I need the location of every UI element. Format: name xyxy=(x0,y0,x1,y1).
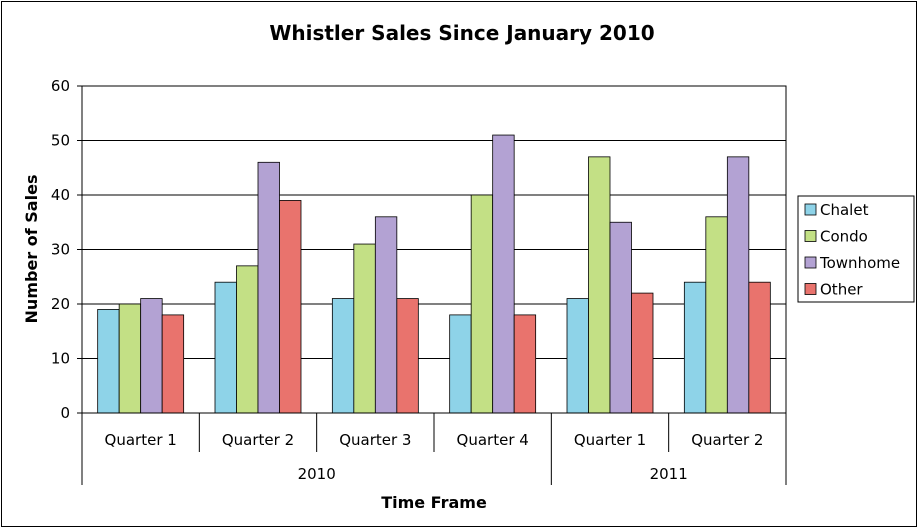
bar-townhome xyxy=(140,298,163,414)
legend-label: Townhome xyxy=(819,254,900,272)
bar-townhome xyxy=(609,221,632,414)
bar-condo xyxy=(588,156,611,414)
y-tick-label: 0 xyxy=(60,404,70,422)
bar-townhome xyxy=(726,156,750,414)
group-label: 2010 xyxy=(298,465,336,483)
axis-labels: 0 10 20 30 40 50 60 Quarter 1 Quarter 2 Quarter 3… xyxy=(51,77,764,483)
y-tick-label: 10 xyxy=(51,350,70,368)
y-axis-title: Number of Sales xyxy=(22,175,41,324)
x-tick-label: Quarter 4 xyxy=(457,431,529,449)
bar-condo xyxy=(705,216,728,414)
bar-chalet xyxy=(449,314,472,414)
x-tick-label: Quarter 3 xyxy=(339,431,411,449)
chart-title: Whistler Sales Since January 2010 xyxy=(269,21,654,45)
x-tick-label: Quarter 2 xyxy=(691,431,763,449)
legend-label: Condo xyxy=(820,228,868,246)
y-tick-label: 60 xyxy=(51,77,70,95)
bar-other xyxy=(396,298,419,414)
bar-other xyxy=(161,314,185,414)
legend-swatch xyxy=(804,203,817,216)
legend-box xyxy=(797,195,915,303)
bar-other xyxy=(279,200,302,414)
legend-label: Chalet xyxy=(820,201,869,219)
x-tick-label: Quarter 1 xyxy=(105,431,177,449)
bar-townhome xyxy=(492,134,515,414)
y-tick-label: 20 xyxy=(51,295,70,313)
bar-condo xyxy=(353,243,376,414)
legend-swatch xyxy=(804,283,817,295)
legend-swatch xyxy=(804,256,817,269)
y-tick-label: 40 xyxy=(51,186,70,204)
bar-other xyxy=(631,292,654,414)
bars xyxy=(97,134,771,414)
group-label: 2011 xyxy=(650,465,688,483)
legend-label: Other xyxy=(820,281,863,299)
bar-chalet xyxy=(683,281,707,414)
bar-townhome xyxy=(257,161,280,414)
y-tick-label: 50 xyxy=(51,132,70,150)
legend: Chalet Condo Townhome Other xyxy=(797,195,915,303)
gridlines xyxy=(82,140,786,359)
bar-chalet xyxy=(566,298,589,414)
x-tick-label: Quarter 1 xyxy=(574,431,646,449)
x-tick-label: Quarter 2 xyxy=(222,431,294,449)
legend-swatch xyxy=(804,230,817,242)
bar-condo xyxy=(118,303,142,414)
y-tick-label: 30 xyxy=(51,241,70,259)
bar-townhome xyxy=(374,216,398,414)
bar-chalet xyxy=(97,309,120,414)
bar-condo xyxy=(236,265,259,414)
bar-other xyxy=(513,314,537,414)
bar-other xyxy=(748,281,771,414)
axes xyxy=(77,85,787,485)
bar-chalet xyxy=(331,298,355,414)
x-axis-title: Time Frame xyxy=(381,493,487,512)
bar-condo xyxy=(470,194,494,414)
bar-chalet xyxy=(214,281,237,414)
